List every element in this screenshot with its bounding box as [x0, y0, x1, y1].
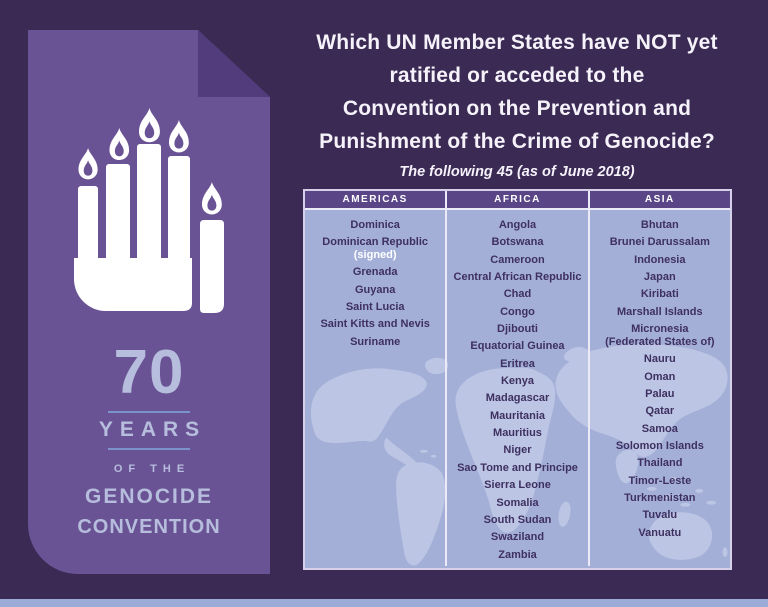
country-item: Botswana	[491, 236, 544, 249]
country-item: Madagascar	[485, 392, 550, 405]
country-item: Vanuatu	[638, 526, 682, 539]
folded-corner-icon	[198, 30, 270, 97]
country-item: Eritrea	[500, 357, 535, 370]
column-header-americas: AMERICAS	[305, 191, 448, 208]
country-item: Bhutan	[640, 219, 679, 231]
headline-line: Convention on the Prevention and	[342, 97, 692, 120]
divider-rule-bottom	[108, 448, 190, 451]
headline-line: Which UN Member States have NOT yet	[316, 31, 718, 54]
country-item: Marshall Islands	[617, 305, 703, 318]
country-item: Chad	[503, 288, 532, 301]
country-item: Dominica	[350, 219, 400, 231]
country-item: Japan	[643, 271, 676, 284]
country-item: Kenya	[500, 375, 534, 388]
country-item: Solomon Islands	[615, 439, 704, 452]
memorial-hand-candles-icon	[74, 108, 224, 313]
country-item: Niger	[503, 444, 532, 457]
signed-note: (signed)	[353, 249, 397, 262]
continent-silhouettes	[310, 344, 728, 566]
country-item: Indonesia	[634, 253, 686, 266]
country-item: Mauritius	[493, 427, 542, 440]
anniversary-number: 70	[113, 338, 185, 407]
country-item: Grenada	[352, 266, 398, 279]
countries-table: AMERICAS AFRICA ASIA	[303, 189, 732, 570]
country-item: Mauritania	[489, 409, 545, 422]
column-header-africa: AFRICA	[447, 191, 590, 208]
thumb-candle	[200, 220, 224, 313]
country-item: Equatorial Guinea	[470, 340, 565, 353]
country-item: Sao Tome and Principe	[457, 461, 578, 474]
country-item: Oman	[644, 370, 676, 383]
country-item: Congo	[500, 305, 535, 318]
country-item: Swaziland	[490, 531, 545, 544]
country-item: Palau	[645, 387, 675, 400]
country-item: Nauru	[643, 353, 676, 366]
country-item: Sierra Leone	[484, 479, 551, 492]
badge-convention-label: CONVENTION	[77, 516, 221, 539]
country-item: Qatar	[645, 405, 675, 418]
country-subline: (Federated States of)	[605, 335, 715, 348]
country-item: Brunei Darussalam	[609, 236, 710, 249]
country-item: Zambia	[498, 548, 537, 561]
country-item: Somalia	[496, 496, 539, 509]
country-item: Tuvalu	[642, 509, 678, 522]
country-item: Suriname	[350, 335, 401, 348]
country-item: Djibouti	[497, 323, 538, 336]
headline-line: ratified or acceded to the	[389, 64, 645, 87]
badge-of-the-label: OF THE	[113, 463, 191, 476]
country-item: Micronesia (Federated States of)	[605, 323, 715, 348]
anniversary-badge: 70 YEARS OF THE GENOCIDE CONVENTION	[28, 341, 270, 539]
table-header-row: AMERICAS AFRICA ASIA	[305, 191, 730, 210]
country-item: Timor-Leste	[628, 474, 692, 487]
column-header-asia: ASIA	[644, 194, 675, 205]
country-item: Samoa	[641, 422, 678, 435]
country-item: Kiribati	[640, 288, 679, 301]
column-africa: Angola Botswana Cameroon Central African Re…	[447, 210, 590, 566]
country-item: Guyana	[354, 283, 396, 296]
badge-genocide-label: GENOCIDE	[84, 485, 213, 509]
country-item: Saint Lucia	[345, 301, 405, 314]
document-page-panel: 70 YEARS OF THE GENOCIDE CONVENTION	[28, 30, 270, 574]
bottom-border-strip	[0, 599, 768, 607]
country-item: Dominican Republic (signed)	[322, 236, 429, 262]
country-item: Thailand	[637, 457, 683, 470]
headline-line: Punishment of the Crime of Genocide?	[319, 130, 715, 153]
subheadline: The following 45 (as of June 2018)	[399, 164, 635, 180]
column-americas: Dominica Dominican Republic (signed) Grenad…	[305, 210, 448, 566]
country-item: Saint Kitts and Nevis	[320, 318, 430, 331]
divider-rule-top	[108, 411, 190, 414]
candle-fingers	[78, 144, 190, 262]
country-item: Angola	[498, 219, 537, 231]
country-item: South Sudan	[483, 513, 552, 526]
palm-shape	[74, 258, 192, 311]
country-item: Central African Republic	[453, 271, 582, 284]
country-item: Turkmenistan	[624, 491, 696, 504]
world-map-background	[310, 344, 728, 566]
headline: Which UN Member States have NOT yet rati…	[287, 26, 747, 180]
column-asia: Bhutan Brunei Darussalam Indonesia Japan Kir…	[590, 210, 730, 566]
country-columns: Dominica Dominican Republic (signed) Grenad…	[305, 210, 730, 566]
table-body: Dominica Dominican Republic (signed) Grenad…	[305, 210, 730, 566]
country-item: Cameroon	[490, 253, 545, 266]
badge-years-label: YEARS	[98, 418, 207, 442]
